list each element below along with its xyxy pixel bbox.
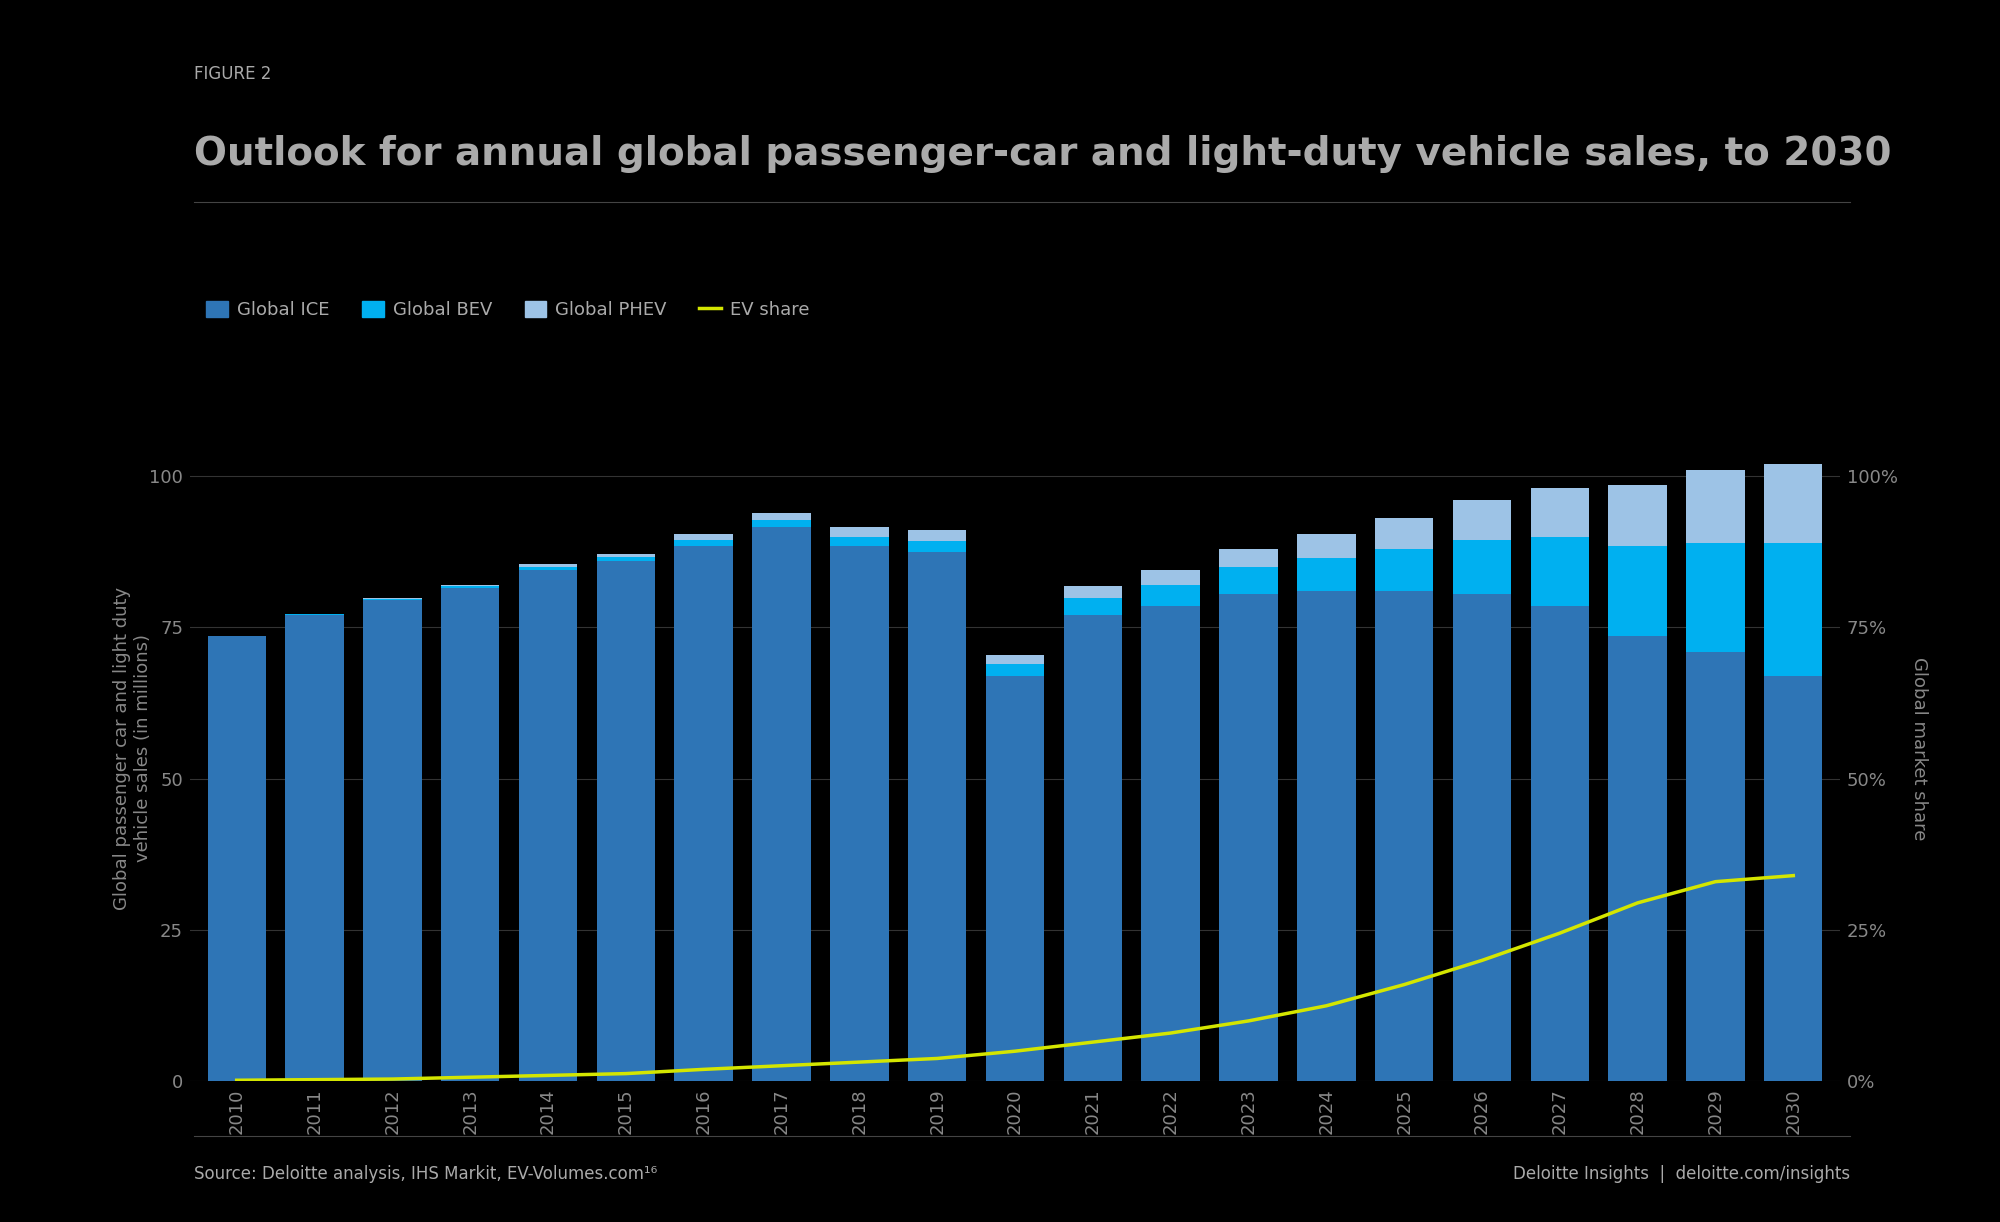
Bar (1374, 591, 1434, 1081)
Bar (596, 557, 656, 561)
Bar (674, 540, 732, 546)
Bar (1220, 567, 1278, 594)
Bar (830, 546, 888, 1081)
Bar (518, 569, 578, 1081)
Bar (518, 567, 578, 569)
Bar (1374, 549, 1434, 591)
Y-axis label: Global passenger car and light duty
vehicle sales (in millions): Global passenger car and light duty vehi… (114, 587, 152, 910)
Bar (1220, 549, 1278, 567)
Bar (1142, 585, 1200, 606)
Text: Outlook for annual global passenger-car and light-duty vehicle sales, to 2030: Outlook for annual global passenger-car … (194, 134, 1892, 174)
Bar (286, 616, 344, 1081)
Bar (1298, 534, 1356, 557)
Text: Deloitte Insights  |  deloitte.com/insights: Deloitte Insights | deloitte.com/insight… (1512, 1166, 1850, 1183)
Bar (518, 565, 578, 567)
Bar (1764, 676, 1822, 1081)
Bar (1064, 587, 1122, 599)
Bar (1530, 536, 1588, 606)
Bar (986, 676, 1044, 1081)
Bar (1608, 546, 1666, 637)
Bar (1298, 557, 1356, 591)
Bar (986, 664, 1044, 676)
Text: Source: Deloitte analysis, IHS Markit, EV-Volumes.com¹⁶: Source: Deloitte analysis, IHS Markit, E… (194, 1166, 658, 1183)
Bar (830, 528, 888, 536)
Bar (1298, 591, 1356, 1081)
Bar (830, 536, 888, 546)
Bar (1064, 599, 1122, 616)
Bar (442, 587, 500, 588)
Bar (908, 551, 966, 1081)
Bar (1608, 485, 1666, 546)
Bar (442, 584, 500, 587)
Bar (908, 530, 966, 541)
Bar (1142, 606, 1200, 1081)
Bar (674, 546, 732, 1081)
Bar (1608, 637, 1666, 1081)
Bar (1530, 606, 1588, 1081)
Bar (208, 637, 266, 1081)
Bar (1374, 518, 1434, 549)
Bar (908, 541, 966, 551)
Bar (1452, 500, 1512, 540)
Bar (752, 528, 810, 1081)
Text: FIGURE 2: FIGURE 2 (194, 66, 272, 83)
Bar (1452, 594, 1512, 1081)
Bar (986, 655, 1044, 664)
Bar (752, 521, 810, 528)
Bar (1764, 464, 1822, 543)
Bar (752, 513, 810, 521)
Bar (1686, 543, 1744, 651)
Bar (1686, 470, 1744, 543)
Bar (1530, 488, 1588, 536)
Legend: Global ICE, Global BEV, Global PHEV, EV share: Global ICE, Global BEV, Global PHEV, EV … (200, 293, 816, 326)
Bar (674, 534, 732, 540)
Bar (1142, 569, 1200, 585)
Bar (442, 588, 500, 1081)
Y-axis label: Global market share: Global market share (1910, 656, 1928, 841)
Bar (1452, 540, 1512, 594)
Bar (596, 554, 656, 557)
Bar (1764, 543, 1822, 676)
Bar (1064, 616, 1122, 1081)
Bar (364, 600, 422, 1081)
Bar (596, 561, 656, 1081)
Bar (1686, 651, 1744, 1081)
Bar (1220, 594, 1278, 1081)
